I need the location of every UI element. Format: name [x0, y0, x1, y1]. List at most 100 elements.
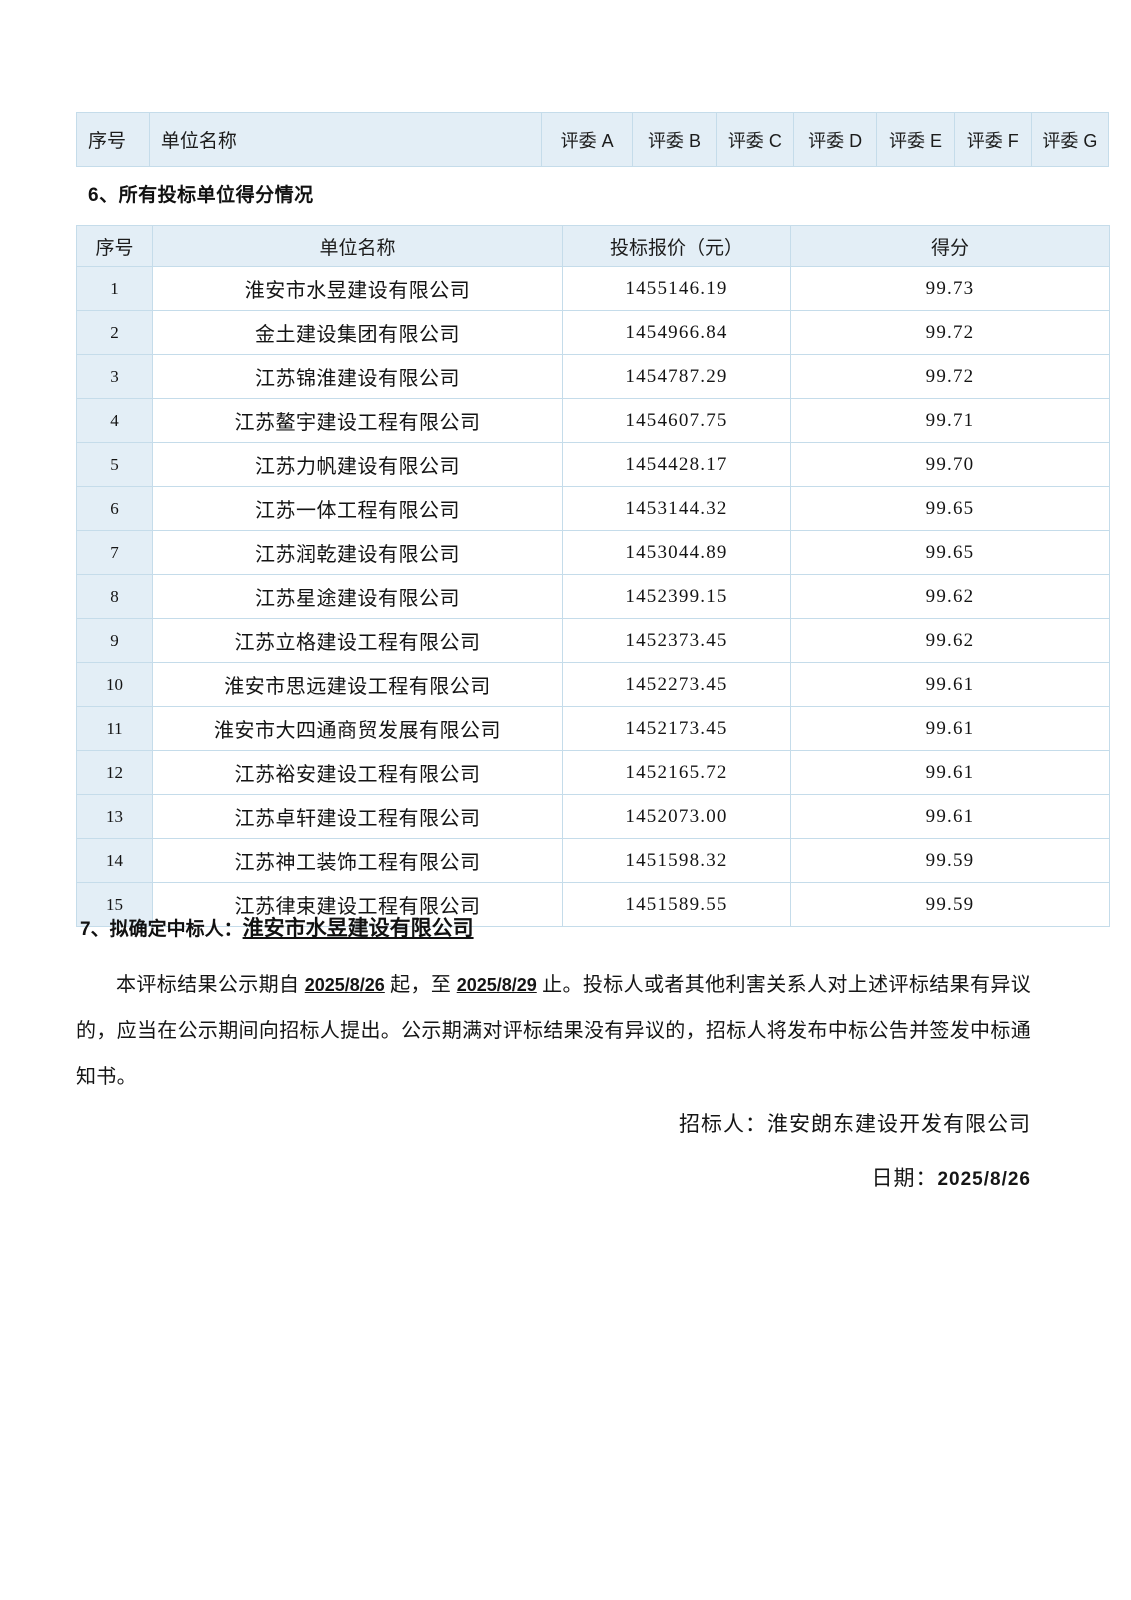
row-bid-price: 1455146.19 [562, 266, 791, 311]
row-bid-price: 1454607.75 [562, 398, 791, 443]
table-row: 8 江苏星途建设有限公司 1452399.15 99.62 [76, 574, 1110, 619]
row-bid-price: 1452273.45 [562, 662, 791, 707]
row-index: 3 [76, 354, 153, 399]
row-index: 11 [76, 706, 153, 751]
row-unit-name: 江苏卓轩建设工程有限公司 [152, 794, 563, 839]
column-header-score: 得分 [790, 225, 1110, 267]
publicity-start-date: 2025/8/26 [304, 975, 385, 995]
column-header-bid-price: 投标报价（元） [562, 225, 791, 267]
row-unit-name: 江苏立格建设工程有限公司 [152, 618, 563, 663]
continued-header-judge-b: 评委 B [632, 112, 717, 167]
row-index: 12 [76, 750, 153, 795]
row-score: 99.72 [790, 354, 1110, 399]
table-row: 4 江苏鳌宇建设工程有限公司 1454607.75 99.71 [76, 398, 1110, 443]
row-index: 13 [76, 794, 153, 839]
continued-header-judge-d: 评委 D [792, 112, 878, 167]
row-score: 99.73 [790, 266, 1110, 311]
row-index: 6 [76, 486, 153, 531]
row-score: 99.71 [790, 398, 1110, 443]
continued-header-judge-c: 评委 C [715, 112, 794, 167]
notice-part-3: 止。投标人或者其他利害关系人对上述评标结果有异议的，应当在公示期间向招标人提出。… [76, 974, 1032, 1088]
row-bid-price: 1454428.17 [562, 442, 791, 487]
tenderer-line: 招标人：淮安朗东建设开发有限公司 [679, 1108, 1031, 1138]
row-bid-price: 1453044.89 [562, 530, 791, 575]
table-row: 15 江苏律束建设工程有限公司 1451589.55 99.59 [76, 882, 1110, 927]
section-7-winner: 7、拟确定中标人：淮安市水昱建设有限公司 [80, 912, 474, 942]
row-score: 99.72 [790, 310, 1110, 355]
notice-part-1: 本评标结果公示期自 [116, 974, 305, 996]
table-row: 6 江苏一体工程有限公司 1453144.32 99.65 [76, 486, 1110, 531]
row-score: 99.70 [790, 442, 1110, 487]
row-unit-name: 江苏锦淮建设有限公司 [152, 354, 563, 399]
tenderer-label: 招标人： [679, 1112, 767, 1136]
row-unit-name: 淮安市思远建设工程有限公司 [152, 662, 563, 707]
row-score: 99.61 [790, 794, 1110, 839]
continued-header-unit-name: 单位名称 [148, 112, 543, 167]
row-bid-price: 1453144.32 [562, 486, 791, 531]
row-score: 99.62 [790, 574, 1110, 619]
row-bid-price: 1452399.15 [562, 574, 791, 619]
row-score: 99.61 [790, 706, 1110, 751]
row-score: 99.61 [790, 750, 1110, 795]
row-index: 15 [76, 882, 153, 927]
continued-header-index: 序号 [76, 112, 150, 167]
row-unit-name: 江苏神工装饰工程有限公司 [152, 838, 563, 883]
row-unit-name: 江苏力帆建设有限公司 [152, 442, 563, 487]
publicity-notice-paragraph: 本评标结果公示期自 2025/8/26 起，至 2025/8/29 止。投标人或… [76, 962, 1031, 1100]
continued-header-judge-f: 评委 F [953, 112, 1032, 167]
all-bidders-score-table: 序号 单位名称 投标报价（元） 得分 1 淮安市水昱建设有限公司 1455146.1… [76, 225, 1110, 927]
signature-date-value: 2025/8/26 [937, 1169, 1031, 1190]
row-unit-name: 江苏裕安建设工程有限公司 [152, 750, 563, 795]
row-bid-price: 1451589.55 [562, 882, 791, 927]
row-index: 9 [76, 618, 153, 663]
table-row: 11 淮安市大四通商贸发展有限公司 1452173.45 99.61 [76, 706, 1110, 751]
row-score: 99.61 [790, 662, 1110, 707]
continued-header-judge-a: 评委 A [541, 112, 634, 167]
column-header-unit-name: 单位名称 [152, 225, 563, 267]
row-index: 1 [76, 266, 153, 311]
continued-evaluation-table: 序号 单位名称 评委 A 评委 B 评委 C 评委 D 评委 E 评委 F 评委… [76, 112, 1110, 167]
row-unit-name: 江苏一体工程有限公司 [152, 486, 563, 531]
row-index: 14 [76, 838, 153, 883]
row-unit-name: 江苏润乾建设有限公司 [152, 530, 563, 575]
row-bid-price: 1451598.32 [562, 838, 791, 883]
column-header-index: 序号 [76, 225, 153, 267]
table-row: 5 江苏力帆建设有限公司 1454428.17 99.70 [76, 442, 1110, 487]
tenderer-name: 淮安朗东建设开发有限公司 [767, 1112, 1031, 1136]
section-6-heading: 6、所有投标单位得分情况 [88, 185, 314, 206]
row-index: 10 [76, 662, 153, 707]
row-index: 8 [76, 574, 153, 619]
section-7-label: 7、拟确定中标人： [80, 919, 243, 940]
table-row: 2 金土建设集团有限公司 1454966.84 99.72 [76, 310, 1110, 355]
signature-date-line: 日期：2025/8/26 [871, 1162, 1031, 1192]
table-row: 7 江苏润乾建设有限公司 1453044.89 99.65 [76, 530, 1110, 575]
table-row: 12 江苏裕安建设工程有限公司 1452165.72 99.61 [76, 750, 1110, 795]
row-bid-price: 1452173.45 [562, 706, 791, 751]
row-index: 4 [76, 398, 153, 443]
notice-part-2: 起，至 [384, 974, 457, 996]
row-unit-name: 淮安市大四通商贸发展有限公司 [152, 706, 563, 751]
table-row: 3 江苏锦淮建设有限公司 1454787.29 99.72 [76, 354, 1110, 399]
table-row: 9 江苏立格建设工程有限公司 1452373.45 99.62 [76, 618, 1110, 663]
row-index: 5 [76, 442, 153, 487]
signature-date-label: 日期： [871, 1166, 938, 1190]
row-score: 99.62 [790, 618, 1110, 663]
table-header-row: 序号 单位名称 投标报价（元） 得分 [76, 225, 1110, 267]
row-bid-price: 1452073.00 [562, 794, 791, 839]
row-score: 99.59 [790, 838, 1110, 883]
row-score: 99.65 [790, 486, 1110, 531]
row-bid-price: 1454787.29 [562, 354, 791, 399]
row-bid-price: 1452165.72 [562, 750, 791, 795]
continued-header-judge-g: 评委 G [1030, 112, 1110, 167]
row-index: 2 [76, 310, 153, 355]
table-row: 10 淮安市思远建设工程有限公司 1452273.45 99.61 [76, 662, 1110, 707]
table-row: 13 江苏卓轩建设工程有限公司 1452073.00 99.61 [76, 794, 1110, 839]
row-unit-name: 金土建设集团有限公司 [152, 310, 563, 355]
publicity-end-date: 2025/8/29 [456, 975, 537, 995]
table-row: 14 江苏神工装饰工程有限公司 1451598.32 99.59 [76, 838, 1110, 883]
row-score: 99.59 [790, 882, 1110, 927]
row-index: 7 [76, 530, 153, 575]
table-row: 1 淮安市水昱建设有限公司 1455146.19 99.73 [76, 266, 1110, 311]
row-bid-price: 1454966.84 [562, 310, 791, 355]
